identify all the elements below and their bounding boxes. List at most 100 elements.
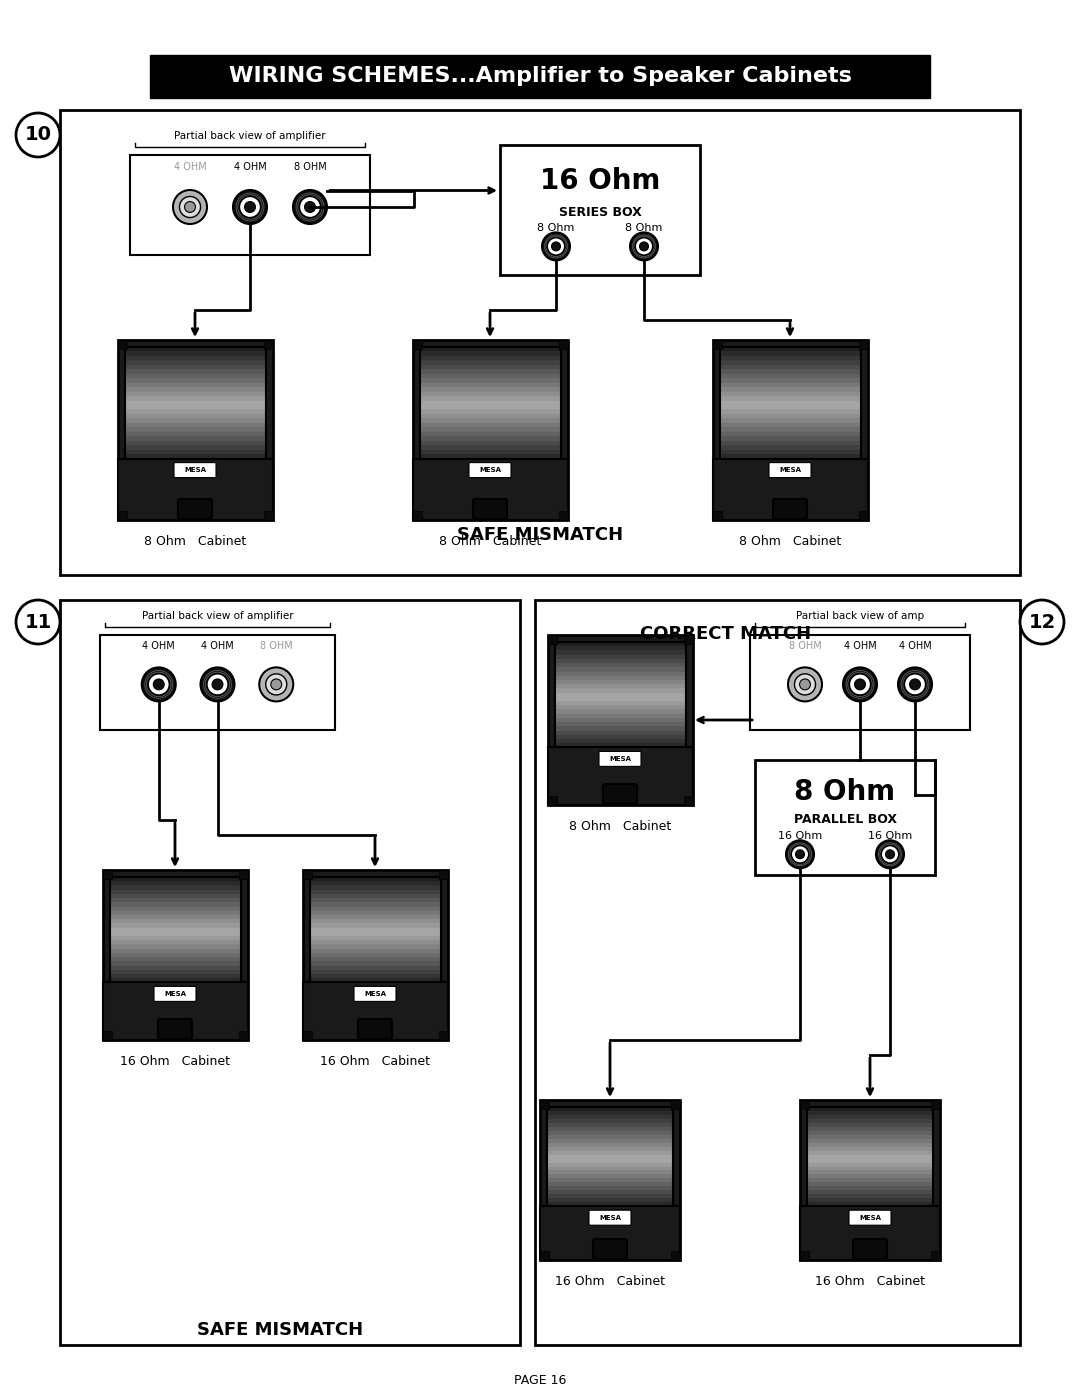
Bar bbox=[124, 360, 266, 366]
Bar bbox=[807, 1179, 933, 1183]
Bar bbox=[124, 436, 266, 441]
Bar bbox=[807, 1158, 933, 1164]
Bar bbox=[719, 374, 861, 379]
Bar bbox=[413, 511, 421, 520]
Bar bbox=[419, 346, 561, 458]
Bar bbox=[554, 643, 686, 747]
Circle shape bbox=[792, 845, 809, 863]
Bar bbox=[419, 450, 561, 454]
Bar bbox=[546, 1134, 673, 1139]
Bar bbox=[264, 339, 272, 349]
Circle shape bbox=[548, 237, 565, 256]
Bar bbox=[554, 672, 686, 676]
Circle shape bbox=[542, 232, 570, 260]
Bar bbox=[546, 1130, 673, 1136]
Text: Partial back view of amp: Partial back view of amp bbox=[796, 610, 924, 622]
Bar bbox=[419, 454, 561, 460]
Bar bbox=[719, 409, 861, 415]
Bar bbox=[558, 339, 567, 349]
Bar bbox=[109, 965, 241, 971]
Bar bbox=[671, 1250, 680, 1260]
Circle shape bbox=[799, 679, 810, 690]
Bar bbox=[413, 339, 567, 520]
Bar bbox=[546, 1179, 673, 1183]
Bar bbox=[124, 379, 266, 383]
Bar bbox=[540, 1250, 549, 1260]
Circle shape bbox=[185, 201, 195, 212]
Bar bbox=[109, 957, 241, 961]
Text: 8 OHM: 8 OHM bbox=[260, 641, 293, 651]
Bar bbox=[554, 659, 686, 664]
Circle shape bbox=[876, 841, 904, 869]
FancyBboxPatch shape bbox=[603, 784, 637, 805]
Bar bbox=[719, 387, 861, 393]
Bar bbox=[807, 1162, 933, 1166]
Bar bbox=[719, 436, 861, 441]
Text: MESA: MESA bbox=[599, 1215, 621, 1221]
Bar bbox=[310, 974, 441, 979]
Bar bbox=[554, 718, 686, 722]
Bar bbox=[310, 890, 441, 894]
Circle shape bbox=[201, 668, 234, 701]
Bar bbox=[419, 383, 561, 388]
Bar bbox=[239, 1031, 247, 1039]
Bar bbox=[546, 1175, 673, 1179]
Text: 16 Ohm: 16 Ohm bbox=[540, 168, 660, 196]
Text: SAFE MISMATCH: SAFE MISMATCH bbox=[197, 1322, 363, 1338]
Bar bbox=[124, 401, 266, 405]
Text: Partial back view of amplifier: Partial back view of amplifier bbox=[141, 610, 294, 622]
Circle shape bbox=[259, 668, 294, 701]
Bar bbox=[419, 409, 561, 415]
Circle shape bbox=[173, 190, 207, 224]
Bar bbox=[124, 446, 266, 450]
Bar bbox=[124, 409, 266, 415]
Bar bbox=[546, 1171, 673, 1175]
Bar bbox=[124, 432, 266, 437]
Bar bbox=[554, 680, 686, 685]
Bar bbox=[109, 936, 241, 940]
FancyBboxPatch shape bbox=[849, 1210, 891, 1225]
Bar bbox=[419, 397, 561, 401]
Bar bbox=[719, 401, 861, 405]
Text: MESA: MESA bbox=[184, 467, 206, 474]
Text: MESA: MESA bbox=[364, 990, 386, 997]
Bar bbox=[800, 1250, 809, 1260]
Bar bbox=[310, 936, 441, 940]
Bar bbox=[713, 339, 867, 520]
Text: 16 Ohm: 16 Ohm bbox=[868, 831, 913, 841]
Bar bbox=[684, 636, 692, 644]
Bar bbox=[807, 1166, 933, 1171]
Bar bbox=[713, 511, 721, 520]
Text: PARALLEL BOX: PARALLEL BOX bbox=[794, 813, 896, 826]
Circle shape bbox=[212, 679, 222, 690]
Bar bbox=[931, 1250, 940, 1260]
Text: 8 Ohm   Cabinet: 8 Ohm Cabinet bbox=[739, 535, 841, 548]
Bar bbox=[310, 953, 441, 957]
Bar bbox=[800, 1099, 940, 1260]
Bar bbox=[124, 423, 266, 427]
Bar bbox=[546, 1123, 673, 1127]
Text: CORRECT MATCH: CORRECT MATCH bbox=[640, 624, 811, 643]
Bar bbox=[546, 1162, 673, 1166]
Bar bbox=[807, 1139, 933, 1143]
Bar bbox=[124, 414, 266, 419]
Bar bbox=[719, 365, 861, 370]
Circle shape bbox=[854, 679, 865, 690]
Bar bbox=[109, 877, 241, 982]
Bar bbox=[310, 932, 441, 936]
Bar bbox=[302, 1031, 311, 1039]
Bar bbox=[302, 870, 447, 1039]
Bar bbox=[554, 701, 686, 705]
Bar bbox=[150, 54, 930, 98]
Bar bbox=[719, 346, 861, 352]
Circle shape bbox=[266, 673, 287, 694]
Bar bbox=[118, 339, 126, 349]
FancyBboxPatch shape bbox=[178, 499, 212, 520]
Bar bbox=[546, 1182, 673, 1187]
Bar bbox=[719, 356, 861, 360]
Text: SAFE MISMATCH: SAFE MISMATCH bbox=[457, 527, 623, 543]
Bar bbox=[750, 636, 970, 731]
Bar bbox=[546, 1190, 673, 1194]
Bar bbox=[554, 668, 686, 672]
Text: 4 OHM: 4 OHM bbox=[143, 641, 175, 651]
